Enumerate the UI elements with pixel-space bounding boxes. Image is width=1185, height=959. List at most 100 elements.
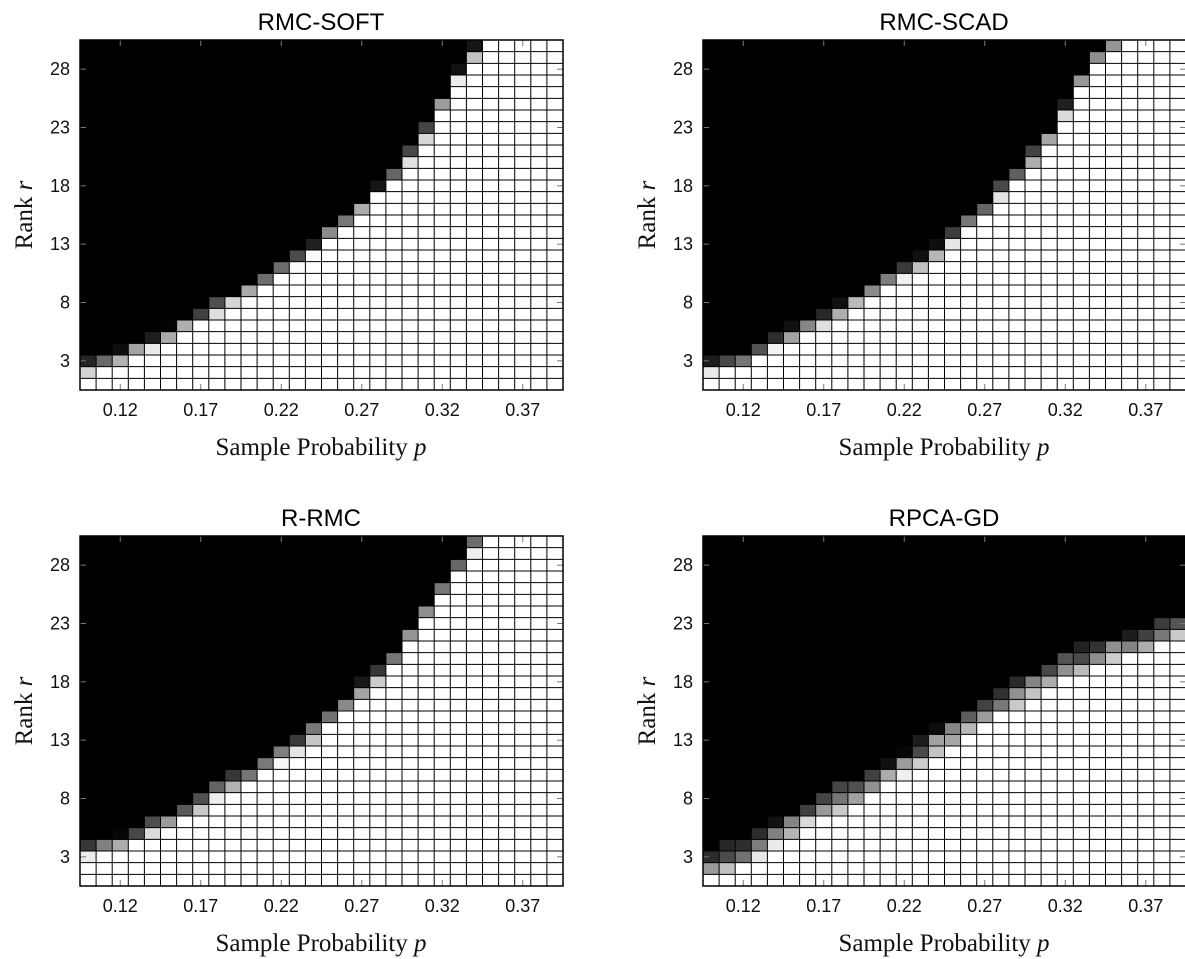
heatmap-cell [751,250,768,263]
heatmap-cell [1041,699,1058,712]
heatmap-cell [1025,110,1042,123]
heatmap-cell [273,734,290,747]
heatmap-cell [128,86,145,99]
heatmap-cell [751,862,768,875]
heatmap-cell [703,594,720,607]
heatmap-cell [880,273,897,286]
heatmap-cell [831,664,849,677]
heatmap-cell [1073,378,1090,391]
heatmap-cell [815,816,833,829]
heatmap-cell [928,851,945,864]
heatmap-cell [273,862,290,875]
heatmap-cell [321,571,338,584]
heatmap-cell [767,559,784,572]
heatmap-cell [815,711,833,724]
heatmap-cell [944,355,961,368]
y-axis-label-var: r [634,180,661,190]
heatmap-cell [289,273,306,286]
heatmap-cell [1137,722,1155,735]
heatmap-cell [434,273,451,286]
heatmap-cell [80,156,97,169]
heatmap-cell [1153,63,1171,76]
heatmap-cell [434,355,451,368]
heatmap-cell [1073,285,1090,298]
heatmap-cell [719,355,736,368]
heatmap-cell [192,722,210,735]
heatmap-cell [289,75,306,88]
heatmap-cell [735,547,752,560]
heatmap-cell [514,133,532,146]
heatmap-cell [976,285,994,298]
heatmap-cell [128,168,145,181]
heatmap-cell [498,331,516,344]
heatmap-cell [305,652,322,665]
heatmap-cell [1008,63,1026,76]
heatmap-cell [546,559,564,572]
x-tick-label: 0.12 [103,400,138,420]
heatmap-cell [466,851,483,864]
heatmap-cell [831,617,849,630]
heatmap-cell [1041,40,1058,53]
heatmap-cell [450,571,467,584]
heatmap-cell [385,285,403,298]
heatmap-cell [305,722,322,735]
heatmap-cell [176,355,194,368]
heatmap-cell [783,63,800,76]
heatmap-cell [976,547,994,560]
heatmap-cell [751,641,768,654]
heatmap-cell [434,804,451,817]
heatmap-cell [466,63,483,76]
x-axis-label-text: Sample Probability [215,434,414,461]
heatmap-cell [960,746,978,759]
heatmap-cell [128,734,145,747]
heatmap-cell [880,769,897,782]
panel-title: RPCA-GD [889,505,1000,532]
heatmap-cell [402,804,419,817]
heatmap-cell [369,676,387,689]
heatmap-cell [944,839,961,852]
heatmap-cell [530,652,548,665]
heatmap-cell [514,355,532,368]
heatmap-cell [498,711,516,724]
heatmap-cell [418,121,435,134]
heatmap-cell [418,606,435,619]
heatmap-cell [498,40,516,53]
heatmap-cell [767,226,784,239]
heatmap-cell [546,862,564,875]
heatmap-cell [880,757,897,770]
heatmap-cell [1121,594,1139,607]
heatmap-cell [944,98,961,111]
heatmap-cell [530,98,548,111]
heatmap-cell [815,804,833,817]
heatmap-cell [208,827,226,840]
heatmap-cell [224,862,242,875]
heatmap-cell [176,594,194,607]
heatmap-cell [289,320,306,333]
heatmap-cell [192,664,210,677]
heatmap-cell [1057,559,1074,572]
heatmap-cell [144,722,161,735]
heatmap-cell [321,145,338,158]
heatmap-cell [992,110,1010,123]
heatmap-cell [337,536,355,549]
heatmap-cell [144,285,161,298]
heatmap-cell [546,629,564,642]
heatmap-cell [160,308,177,321]
heatmap-cell [767,156,784,169]
heatmap-cell [450,687,467,700]
heatmap-cell [289,792,306,805]
heatmap-cell [305,629,322,642]
heatmap-cell [928,355,945,368]
heatmap-cell [783,378,800,391]
heatmap-cell [912,664,929,677]
heatmap-cell [1105,862,1122,875]
heatmap-cell [321,250,338,263]
heatmap-cell [96,547,113,560]
x-axis-label-text: Sample Probability [838,930,1037,957]
heatmap-cell [482,296,499,309]
heatmap-cell [257,191,274,204]
heatmap-cell [783,664,800,677]
heatmap-cell [289,121,306,134]
heatmap-cell [960,40,978,53]
heatmap-cell [1073,238,1090,251]
